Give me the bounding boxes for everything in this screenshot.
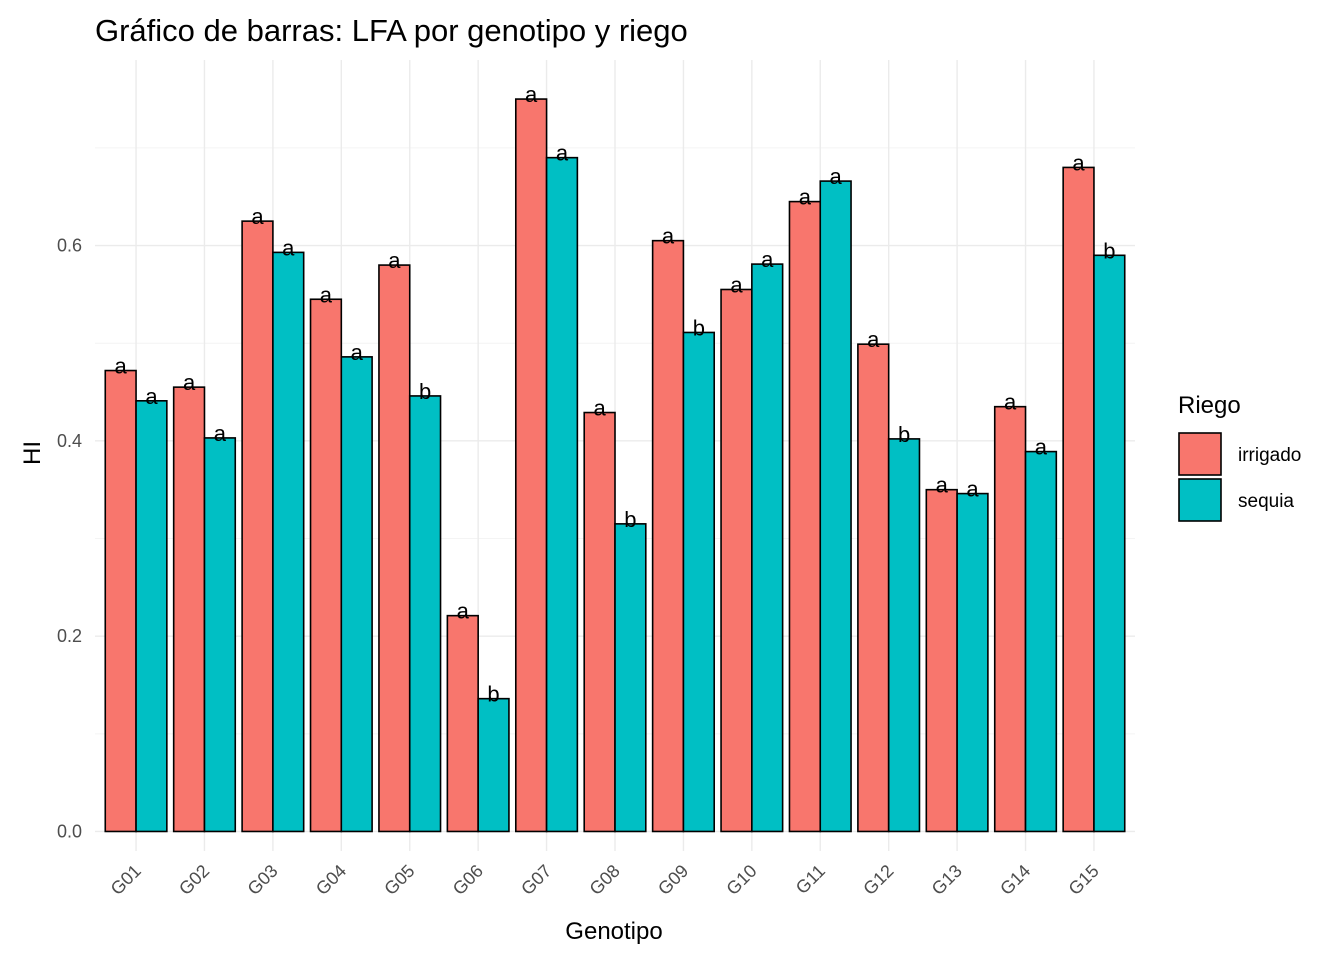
- letter-irrigado-G06: a: [457, 599, 470, 624]
- letter-sequia-G10: a: [761, 247, 774, 272]
- x-tick-label: G03: [244, 861, 282, 899]
- letter-irrigado-G10: a: [730, 272, 743, 297]
- bar-sequia-G11: [819, 180, 852, 833]
- bar-sequia-G15: [1093, 254, 1126, 833]
- x-tick-label: G05: [380, 861, 418, 899]
- x-tick-label: G04: [312, 861, 350, 899]
- letter-irrigado-G07: a: [525, 82, 538, 107]
- letter-sequia-G03: a: [282, 235, 295, 260]
- letter-irrigado-G09: a: [662, 224, 675, 249]
- bar-irrigado-G09: [651, 239, 685, 833]
- y-tick-label: 0.0: [57, 821, 82, 841]
- bar-sequia-G07: [545, 156, 579, 833]
- x-tick-label: G12: [859, 861, 897, 899]
- bar-sequia-G02: [203, 437, 237, 833]
- bar-sequia-G06: [477, 697, 510, 833]
- bar-irrigado-G08: [583, 411, 616, 833]
- letter-irrigado-G03: a: [251, 204, 264, 229]
- bar-irrigado-G01: [104, 369, 137, 833]
- y-tick-label: 0.2: [57, 626, 82, 646]
- letter-sequia-G09: b: [693, 315, 705, 340]
- legend-items: irrigado sequia: [1178, 432, 1301, 522]
- bars: [104, 98, 1126, 833]
- x-tick-label: G08: [586, 861, 624, 899]
- legend-title: Riego: [1178, 392, 1241, 419]
- letter-sequia-G15: b: [1103, 238, 1115, 263]
- letter-sequia-G05: b: [419, 379, 431, 404]
- bar-irrigado-G14: [993, 405, 1027, 833]
- letter-sequia-G12: b: [898, 422, 910, 447]
- y-tick-label: 0.6: [57, 236, 82, 256]
- bar-sequia-G09: [682, 331, 716, 833]
- letter-irrigado-G05: a: [388, 248, 401, 273]
- bar-sequia-G08: [614, 523, 647, 833]
- x-tick-label: G01: [107, 861, 145, 899]
- letter-irrigado-G08: a: [593, 396, 606, 421]
- legend-label-sequia: sequia: [1238, 491, 1294, 512]
- letter-irrigado-G12: a: [867, 327, 880, 352]
- x-tick-label: G11: [792, 861, 829, 898]
- letter-sequia-G11: a: [830, 164, 843, 189]
- bar-sequia-G03: [272, 251, 305, 833]
- bar-irrigado-G07: [514, 98, 548, 833]
- x-tick-label: G15: [1065, 861, 1103, 899]
- bar-irrigado-G15: [1062, 166, 1095, 833]
- letter-irrigado-G01: a: [115, 354, 128, 379]
- bar-irrigado-G12: [857, 343, 890, 833]
- x-tick-label: G13: [928, 861, 966, 899]
- letter-sequia-G02: a: [214, 421, 227, 446]
- x-axis-ticks: G01 G02 G03 G04 G05 G06 G07 G08 G09 G10 G11 G12 G13 G…: [107, 861, 1103, 899]
- bar-sequia-G05: [408, 395, 442, 833]
- letter-irrigado-G15: a: [1072, 150, 1085, 175]
- y-axis-title: HI: [19, 441, 46, 465]
- x-tick-label: G09: [654, 861, 692, 899]
- bar-sequia-G13: [956, 492, 989, 833]
- bar-irrigado-G05: [378, 264, 411, 833]
- letter-sequia-G13: a: [966, 477, 979, 502]
- bar-sequia-G04: [340, 356, 373, 833]
- legend-key-irrigado: [1178, 432, 1222, 476]
- y-tick-label: 0.4: [57, 431, 82, 451]
- letter-irrigado-G14: a: [1004, 390, 1017, 415]
- letter-irrigado-G11: a: [799, 185, 812, 210]
- letter-sequia-G07: a: [556, 141, 569, 166]
- letter-irrigado-G02: a: [183, 370, 196, 395]
- x-tick-label: G06: [449, 861, 487, 899]
- letter-sequia-G01: a: [145, 384, 158, 409]
- letter-sequia-G08: b: [624, 507, 636, 532]
- bar-sequia-G12: [887, 438, 921, 833]
- chart-title: Gráfico de barras: LFA por genotipo y ri…: [95, 13, 688, 48]
- x-tick-label: G07: [517, 861, 555, 899]
- letter-sequia-G04: a: [351, 340, 364, 365]
- letter-irrigado-G04: a: [320, 282, 333, 307]
- bar-irrigado-G02: [172, 386, 206, 833]
- x-axis-title: Genotipo: [565, 918, 662, 945]
- letter-irrigado-G13: a: [936, 473, 949, 498]
- legend-label-irrigado: irrigado: [1238, 445, 1301, 466]
- legend: Riego irrigado sequia: [1178, 392, 1301, 522]
- bar-irrigado-G04: [309, 298, 343, 833]
- bar-sequia-G10: [751, 263, 784, 833]
- bar-irrigado-G10: [720, 288, 753, 833]
- bar-sequia-G14: [1024, 450, 1058, 833]
- x-tick-label: G14: [996, 861, 1034, 899]
- bar-irrigado-G13: [925, 488, 958, 833]
- bar-irrigado-G06: [446, 614, 479, 833]
- bar-irrigado-G11: [788, 200, 822, 833]
- letter-sequia-G14: a: [1035, 435, 1048, 460]
- bar-sequia-G01: [135, 400, 168, 833]
- x-tick-label: G02: [175, 861, 213, 899]
- y-axis-ticks: 0.0 0.2 0.4 0.6: [57, 236, 82, 842]
- letter-sequia-G06: b: [487, 682, 499, 707]
- bar-irrigado-G03: [241, 220, 274, 833]
- x-tick-label: G10: [722, 861, 760, 899]
- legend-key-sequia: [1178, 478, 1222, 522]
